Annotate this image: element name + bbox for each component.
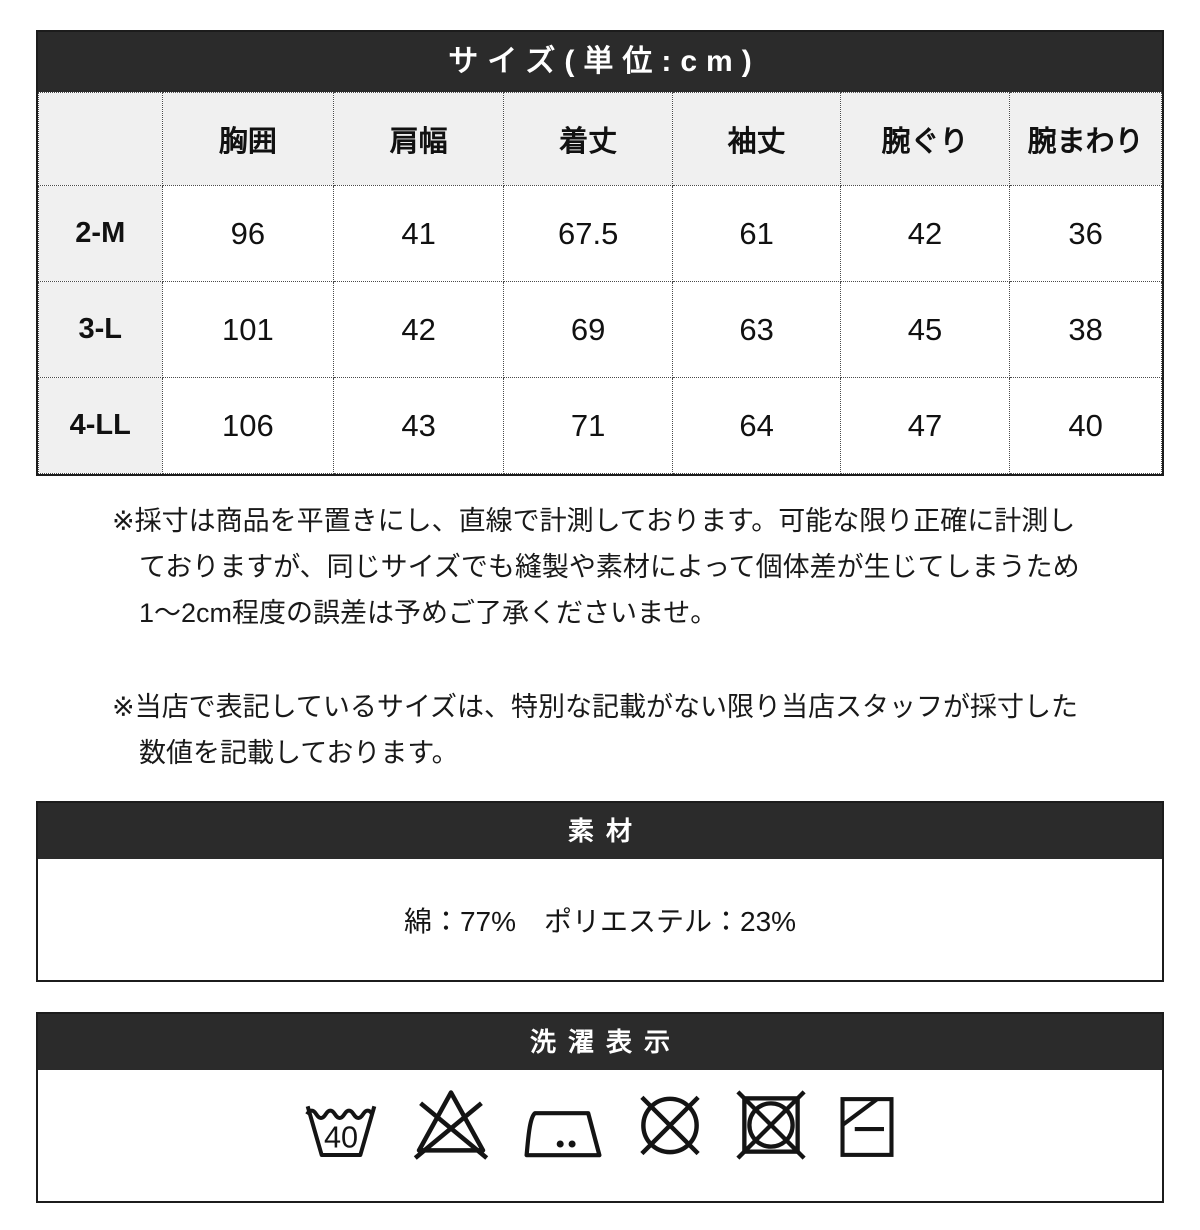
measurement-note: ※採寸は商品を平置きにし、直線で計測しております。可能な限り正確に計測し ており…	[112, 498, 1164, 636]
column-header-length: 着丈	[502, 92, 674, 186]
corner-cell	[38, 92, 163, 186]
size-value: 47	[839, 377, 1011, 474]
material-title: 素材	[38, 803, 1162, 859]
note-line: 数値を記載しております。	[139, 738, 459, 768]
do-not-dry-clean-icon	[640, 1095, 700, 1156]
do-not-tumble-dry-icon	[736, 1090, 806, 1160]
care-icons: 40	[38, 1070, 1162, 1201]
column-header-armhole: 腕ぐり	[839, 92, 1011, 186]
size-row-4ll: 4-LL 106 43 71 64 47 40	[38, 377, 1162, 474]
material-section: 素材 綿：77% ポリエステル：23%	[36, 801, 1164, 982]
size-value: 45	[839, 281, 1011, 378]
size-value: 106	[161, 377, 335, 474]
size-row-label: 2-M	[38, 185, 163, 282]
size-table: 胸囲 肩幅 着丈 袖丈 腕ぐり 腕まわり 2-M 96 41 67.5 61 4…	[38, 92, 1162, 474]
column-header-shoulder-width: 肩幅	[333, 92, 504, 186]
column-header-sleeve-length: 袖丈	[672, 92, 841, 186]
wash-40-icon: 40	[305, 1105, 377, 1157]
care-title: 洗濯表示	[38, 1014, 1162, 1070]
dry-flat-in-shade-icon	[840, 1097, 894, 1157]
note-line: ※当店で表記しているサイズは、特別な記載がない限り当店スタッフが採寸した	[112, 692, 1079, 722]
size-value: 40	[1009, 377, 1162, 474]
size-row-label: 3-L	[38, 281, 163, 378]
do-not-bleach-icon	[413, 1090, 489, 1160]
sizing-note: ※当店で表記しているサイズは、特別な記載がない限り当店スタッフが採寸した 数値を…	[112, 684, 1164, 776]
size-row-label: 4-LL	[38, 377, 163, 474]
material-composition: 綿：77% ポリエステル：23%	[403, 905, 797, 937]
size-spec-page: サイズ(単位:cm) 胸囲 肩幅 着丈 袖丈 腕ぐり 腕まわり	[36, 30, 1164, 1203]
size-value: 64	[672, 377, 841, 474]
column-header-chest: 胸囲	[161, 92, 335, 186]
svg-text:40: 40	[324, 1121, 358, 1155]
note-line: 1〜2cm程度の誤差は予めご了承くださいませ。	[139, 598, 718, 628]
size-value: 69	[502, 281, 674, 378]
size-value: 71	[502, 377, 674, 474]
note-line: ※採寸は商品を平置きにし、直線で計測しております。可能な限り正確に計測し	[112, 506, 1076, 536]
iron-two-dots-icon	[524, 1111, 602, 1158]
size-value: 41	[333, 185, 504, 282]
size-value: 63	[672, 281, 841, 378]
size-value: 101	[161, 281, 335, 378]
care-section: 洗濯表示 40	[36, 1012, 1164, 1203]
size-table-header-row: 胸囲 肩幅 着丈 袖丈 腕ぐり 腕まわり	[38, 92, 1162, 186]
size-value: 43	[333, 377, 504, 474]
size-value: 42	[333, 281, 504, 378]
size-value: 67.5	[502, 185, 674, 282]
size-chart-section: サイズ(単位:cm) 胸囲 肩幅 着丈 袖丈 腕ぐり 腕まわり	[36, 30, 1164, 476]
size-row-2m: 2-M 96 41 67.5 61 42 36	[38, 185, 1162, 282]
column-header-arm-circumference: 腕まわり	[1009, 92, 1162, 186]
size-value: 96	[161, 185, 335, 282]
size-chart-title: サイズ(単位:cm)	[38, 32, 1162, 92]
size-row-3l: 3-L 101 42 69 63 45 38	[38, 281, 1162, 378]
size-value: 61	[672, 185, 841, 282]
note-line: ておりますが、同じサイズでも縫製や素材によって個体差が生じてしまうため	[139, 552, 1080, 582]
size-value: 38	[1009, 281, 1162, 378]
size-value: 42	[839, 185, 1011, 282]
size-value: 36	[1009, 185, 1162, 282]
